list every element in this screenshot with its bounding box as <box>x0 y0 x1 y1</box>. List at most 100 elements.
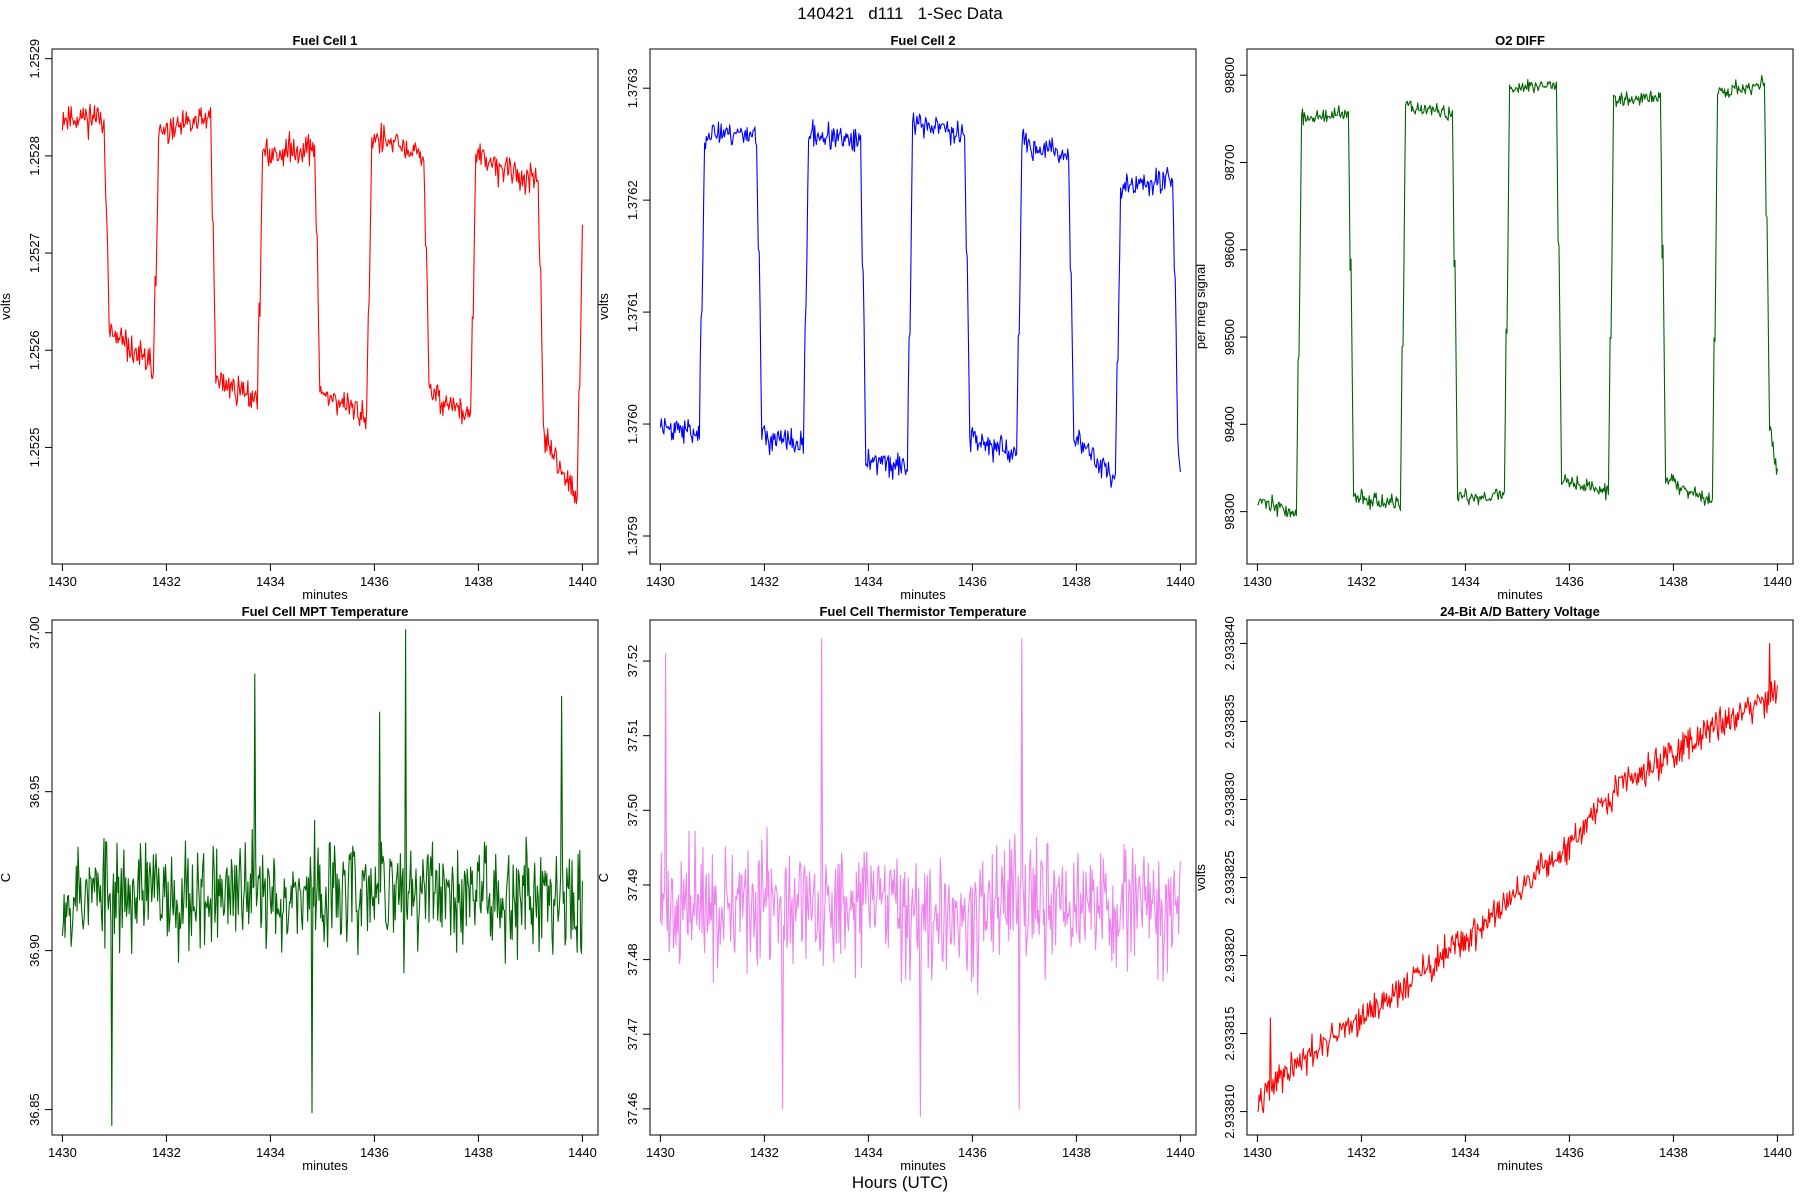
y-tick-label: 98700 <box>1222 144 1237 180</box>
y-axis-label: per meg signal <box>1193 264 1208 349</box>
y-tick-label: 37.00 <box>27 616 42 649</box>
x-axis-label: minutes <box>1497 587 1543 602</box>
x-tick-label: 1430 <box>48 1145 77 1160</box>
y-tick-label: 1.3763 <box>625 68 640 108</box>
x-tick-label: 1432 <box>1347 574 1376 589</box>
y-axis: 98300 98400 98500 98600 98700 98800 <box>1222 57 1248 530</box>
chart-title: 24-Bit A/D Battery Voltage <box>1440 604 1600 619</box>
y-tick-label: 2.933835 <box>1222 694 1237 748</box>
y-tick-label: 98500 <box>1222 319 1237 355</box>
chart-panel-3: O2 DIFF 1430 1432 1434 1436 1438 1440 minutes 98… <box>1193 33 1794 602</box>
x-tick-label: 1436 <box>1555 574 1584 589</box>
x-tick-label: 1438 <box>1659 1145 1688 1160</box>
y-tick-label: 1.2525 <box>27 428 42 468</box>
x-tick-label: 1434 <box>1451 574 1480 589</box>
y-axis-label: volts <box>596 293 611 320</box>
y-axis: 1.3759 1.3760 1.3761 1.3762 1.3763 <box>625 68 651 556</box>
x-tick-label: 1436 <box>360 574 389 589</box>
y-tick-label: 98800 <box>1222 57 1237 93</box>
y-tick-label: 1.2526 <box>27 330 42 370</box>
y-tick-label: 37.47 <box>625 1018 640 1051</box>
y-tick-label: 37.52 <box>625 645 640 678</box>
y-tick-label: 1.2528 <box>27 136 42 176</box>
y-tick-label: 37.50 <box>625 794 640 827</box>
y-axis: 1.2525 1.2526 1.2527 1.2528 1.2529 <box>27 39 53 468</box>
series-line <box>659 112 1181 488</box>
series-line <box>1257 74 1778 518</box>
x-axis-label: minutes <box>302 1158 348 1173</box>
y-tick-label: 1.3759 <box>625 516 640 556</box>
x-tick-label: 1434 <box>1451 1145 1480 1160</box>
y-tick-label: 37.46 <box>625 1093 640 1126</box>
x-tick-label: 1440 <box>568 1145 597 1160</box>
y-axis-label: C <box>0 873 13 882</box>
x-axis: 1430 1432 1434 1436 1438 1440 <box>646 1134 1195 1160</box>
y-tick-label: 1.2529 <box>27 39 42 79</box>
chart-title: Fuel Cell MPT Temperature <box>242 604 409 619</box>
series-line <box>1257 642 1778 1114</box>
y-tick-label: 37.51 <box>625 719 640 752</box>
panel-grid: Fuel Cell 1 1430 1432 1434 1436 1438 1440 minut… <box>0 33 1794 1173</box>
series-line <box>61 103 583 505</box>
x-tick-label: 1434 <box>256 574 285 589</box>
x-axis: 1430 1432 1434 1436 1438 1440 <box>1243 563 1792 589</box>
chart-panel-1: Fuel Cell 1 1430 1432 1434 1436 1438 1440 minut… <box>0 33 599 602</box>
figure-title: 140421 d111 1-Sec Data <box>797 4 1003 23</box>
y-tick-label: 37.49 <box>625 869 640 902</box>
x-tick-label: 1430 <box>646 1145 675 1160</box>
x-tick-label: 1434 <box>854 1145 883 1160</box>
chart-title: O2 DIFF <box>1495 33 1545 48</box>
plot-frame <box>1246 48 1794 565</box>
y-tick-label: 1.3761 <box>625 292 640 332</box>
chart-title: Fuel Cell Thermistor Temperature <box>819 604 1026 619</box>
x-tick-label: 1432 <box>750 574 779 589</box>
y-tick-label: 36.90 <box>27 934 42 967</box>
x-tick-label: 1434 <box>854 574 883 589</box>
x-tick-label: 1436 <box>958 1145 987 1160</box>
x-tick-label: 1438 <box>1062 1145 1091 1160</box>
series-line <box>61 628 583 1127</box>
x-axis-label: minutes <box>900 587 946 602</box>
y-tick-label: 1.2527 <box>27 233 42 273</box>
chart-title: Fuel Cell 1 <box>292 33 357 48</box>
y-axis: 37.46 37.47 37.48 37.49 37.50 37.51 37.52 <box>625 645 651 1126</box>
series-line <box>659 638 1181 1117</box>
x-tick-label: 1440 <box>1763 574 1792 589</box>
y-tick-label: 36.85 <box>27 1093 42 1126</box>
x-tick-label: 1436 <box>1555 1145 1584 1160</box>
y-axis: 36.85 36.90 36.95 37.00 <box>27 616 53 1126</box>
x-tick-label: 1440 <box>1166 574 1195 589</box>
y-tick-label: 98300 <box>1222 494 1237 530</box>
y-axis-label: C <box>596 873 611 882</box>
x-tick-label: 1432 <box>152 1145 181 1160</box>
x-axis-label: minutes <box>1497 1158 1543 1173</box>
x-axis: 1430 1432 1434 1436 1438 1440 <box>646 563 1195 589</box>
x-axis: 1430 1432 1434 1436 1438 1440 <box>48 1134 597 1160</box>
x-axis: 1430 1432 1434 1436 1438 1440 <box>1243 1134 1792 1160</box>
y-tick-label: 1.3762 <box>625 180 640 220</box>
x-axis: 1430 1432 1434 1436 1438 1440 <box>48 563 597 589</box>
common-x-axis-label: Hours (UTC) <box>852 1173 948 1192</box>
y-axis-label: volts <box>1193 864 1208 891</box>
x-tick-label: 1430 <box>646 574 675 589</box>
y-tick-label: 98600 <box>1222 232 1237 268</box>
x-tick-label: 1430 <box>1243 1145 1272 1160</box>
x-tick-label: 1432 <box>1347 1145 1376 1160</box>
chart-title: Fuel Cell 2 <box>890 33 955 48</box>
x-axis-label: minutes <box>302 587 348 602</box>
y-tick-label: 2.933820 <box>1222 928 1237 982</box>
y-tick-label: 37.48 <box>625 943 640 976</box>
plot-frame <box>1246 619 1794 1136</box>
x-tick-label: 1440 <box>1763 1145 1792 1160</box>
y-axis: 2.933810 2.933815 2.933820 2.933825 2.933830… <box>1222 616 1248 1139</box>
y-tick-label: 2.933825 <box>1222 850 1237 904</box>
x-tick-label: 1438 <box>1659 574 1688 589</box>
x-tick-label: 1438 <box>1062 574 1091 589</box>
x-axis-label: minutes <box>900 1158 946 1173</box>
y-tick-label: 2.933840 <box>1222 616 1237 670</box>
x-tick-label: 1430 <box>1243 574 1272 589</box>
x-tick-label: 1436 <box>360 1145 389 1160</box>
